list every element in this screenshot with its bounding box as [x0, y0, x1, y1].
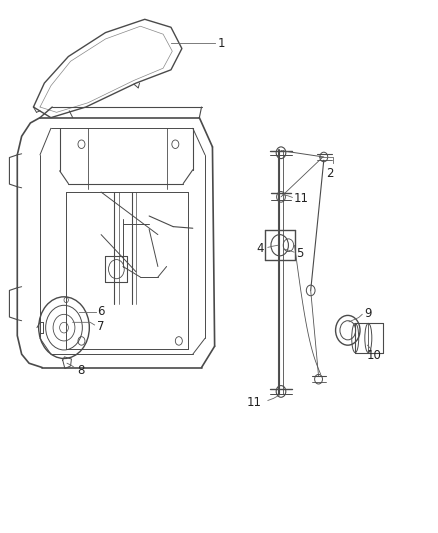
Text: 11: 11: [294, 192, 309, 205]
Text: 2: 2: [326, 166, 333, 180]
Text: 10: 10: [367, 349, 381, 362]
Text: 9: 9: [364, 307, 371, 320]
Text: 6: 6: [98, 305, 105, 318]
Text: 1: 1: [217, 37, 225, 50]
Text: 4: 4: [256, 242, 264, 255]
Text: 5: 5: [296, 247, 303, 260]
Text: 7: 7: [97, 320, 104, 333]
Text: 8: 8: [77, 364, 85, 377]
Text: 11: 11: [247, 395, 262, 409]
